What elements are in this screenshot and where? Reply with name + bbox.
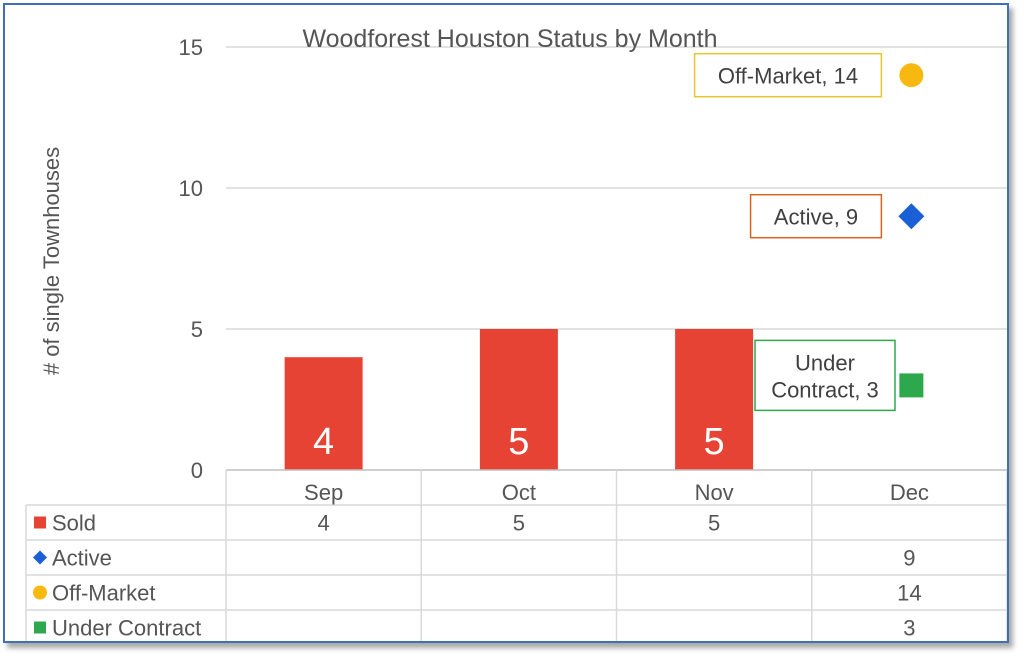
legend-series-name: Under Contract (52, 616, 201, 641)
table-cell: 14 (897, 581, 921, 606)
legend-key-square (34, 516, 46, 529)
table-cell: 3 (903, 616, 915, 641)
x-tick-label: Oct (502, 480, 536, 505)
table-cell: 9 (903, 546, 915, 571)
legend-series-name: Off-Market (52, 581, 156, 606)
y-tick-label: 0 (191, 458, 203, 483)
bar (479, 329, 558, 470)
table-cell: 4 (318, 511, 330, 536)
table-cell: 5 (708, 511, 720, 536)
table-cell: 5 (513, 511, 525, 536)
callout-box (754, 339, 896, 412)
point-marker-circle (899, 63, 924, 88)
bar-data-label: 4 (313, 421, 334, 463)
point-marker-square (899, 373, 924, 398)
data-table: Sep Oct Nov Dec Sold 4 5 5 Active 9 Off-Market 14 Un… (25, 469, 1008, 646)
callout-label: Active, 9 (774, 205, 858, 230)
bar-data-label: 5 (704, 421, 725, 463)
callout-label: Off-Market, 14 (718, 64, 858, 89)
legend-series-name: Active (52, 546, 112, 571)
callout-label: Contract, 3 (771, 377, 879, 402)
callout-label: Under (795, 350, 855, 375)
point-marker-diamond (898, 203, 925, 230)
x-tick-label: Nov (695, 480, 734, 505)
legend-key-diamond (33, 550, 47, 565)
y-tick-label: 10 (179, 176, 203, 201)
chart: 0 5 10 15 # of single Townhouses 4 5 5 Off-Ma… (25, 25, 1008, 646)
callout-box (749, 193, 883, 239)
y-tick-labels: 0 5 10 15 (179, 35, 203, 483)
x-tick-label: Dec (890, 480, 929, 505)
legend-key-circle (33, 585, 47, 600)
chart-frame: 0 5 10 15 # of single Townhouses 4 5 5 Off-Ma… (3, 3, 1009, 646)
legend-key-square (34, 621, 46, 634)
y-axis-label: # of single Townhouses (39, 147, 64, 375)
x-tick-label: Sep (304, 480, 343, 505)
y-tick-label: 15 (179, 35, 203, 60)
bar (284, 357, 363, 470)
bars: 4 5 5 (284, 329, 754, 470)
points (898, 63, 925, 398)
chart-title: Woodforest Houston Status by Month (302, 25, 717, 53)
gridlines (226, 46, 1007, 330)
callout-box (693, 52, 883, 98)
legend-series-name: Sold (52, 511, 96, 536)
bar-data-label: 5 (508, 421, 529, 463)
y-tick-label: 5 (191, 317, 203, 342)
bar (675, 329, 754, 470)
